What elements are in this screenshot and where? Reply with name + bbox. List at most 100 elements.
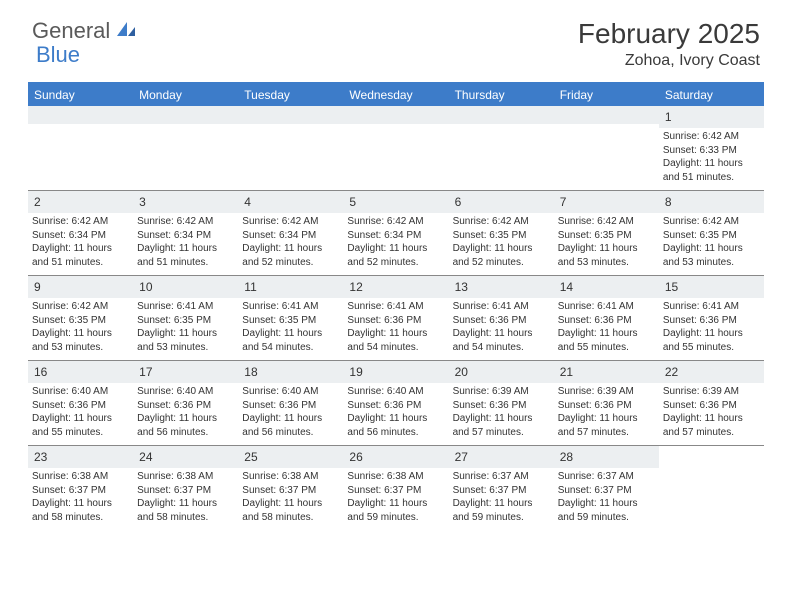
week-row: 16Sunrise: 6:40 AMSunset: 6:36 PMDayligh… — [28, 360, 764, 445]
day-number-bar: 10 — [133, 276, 238, 298]
day-cell: 7Sunrise: 6:42 AMSunset: 6:35 PMDaylight… — [554, 191, 659, 275]
day-cell: 24 Sunrise: 6:38 AMSunset: 6:37 PMDayligh… — [133, 446, 238, 530]
day-number: 2 — [34, 195, 41, 209]
day-number: 18 — [244, 365, 257, 379]
title-block: February 2025 Zohoa, Ivory Coast — [578, 18, 760, 70]
day-info: Sunrise: 6:38 AMSunset: 6:37 PMDaylight:… — [242, 470, 339, 524]
day-info: Sunrise: 6:37 AMSunset: 6:37 PMDaylight:… — [453, 470, 550, 524]
day-cell: 10Sunrise: 6:41 AMSunset: 6:35 PMDayligh… — [133, 276, 238, 360]
day-info: Sunrise: 6:41 AMSunset: 6:35 PMDaylight:… — [242, 300, 339, 354]
day-cell — [133, 106, 238, 190]
day-number-bar: 8 — [659, 191, 764, 213]
day-number: 23 — [34, 450, 47, 464]
day-cell: 17Sunrise: 6:40 AMSunset: 6:36 PMDayligh… — [133, 361, 238, 445]
day-number-bar: 20 — [449, 361, 554, 383]
day-info: Sunrise: 6:39 AMSunset: 6:36 PMDaylight:… — [558, 385, 655, 439]
day-cell: 25 Sunrise: 6:38 AMSunset: 6:37 PMDayligh… — [238, 446, 343, 530]
day-cell — [554, 106, 659, 190]
empty-day-bar — [133, 106, 238, 124]
day-number-bar: 27 — [449, 446, 554, 468]
day-cell: 16Sunrise: 6:40 AMSunset: 6:36 PMDayligh… — [28, 361, 133, 445]
day-number: 28 — [560, 450, 573, 464]
day-number: 16 — [34, 365, 47, 379]
month-title: February 2025 — [578, 18, 760, 50]
day-cell: 11 Sunrise: 6:41 AMSunset: 6:35 PMDayligh… — [238, 276, 343, 360]
logo-text-blue: Blue — [36, 42, 80, 68]
day-info: Sunrise: 6:42 AMSunset: 6:34 PMDaylight:… — [32, 215, 129, 269]
day-number: 3 — [139, 195, 146, 209]
day-number: 27 — [455, 450, 468, 464]
day-number: 1 — [665, 110, 672, 124]
day-number-bar: 5 — [343, 191, 448, 213]
day-cell: 4Sunrise: 6:42 AMSunset: 6:34 PMDaylight… — [238, 191, 343, 275]
day-cell — [238, 106, 343, 190]
day-number: 13 — [455, 280, 468, 294]
day-info: Sunrise: 6:41 AMSunset: 6:36 PMDaylight:… — [453, 300, 550, 354]
day-number: 11 — [244, 280, 256, 294]
day-cell: 20Sunrise: 6:39 AMSunset: 6:36 PMDayligh… — [449, 361, 554, 445]
day-number-bar: 12 — [343, 276, 448, 298]
day-number: 10 — [139, 280, 152, 294]
location-text: Zohoa, Ivory Coast — [578, 52, 760, 70]
day-number-bar: 13 — [449, 276, 554, 298]
weekday-header-cell: Thursday — [449, 84, 554, 106]
day-number-bar: 19 — [343, 361, 448, 383]
day-cell: 14Sunrise: 6:41 AMSunset: 6:36 PMDayligh… — [554, 276, 659, 360]
day-number-bar: 14 — [554, 276, 659, 298]
day-number: 24 — [139, 450, 152, 464]
day-cell: 21Sunrise: 6:39 AMSunset: 6:36 PMDayligh… — [554, 361, 659, 445]
day-number-bar: 26 — [343, 446, 448, 468]
day-number-bar: 21 — [554, 361, 659, 383]
logo-text-general: General — [32, 18, 110, 44]
empty-day-bar — [28, 106, 133, 124]
day-number: 7 — [560, 195, 567, 209]
day-cell: 8 Sunrise: 6:42 AMSunset: 6:35 PMDaylight… — [659, 191, 764, 275]
day-info: Sunrise: 6:42 AMSunset: 6:35 PMDaylight:… — [32, 300, 129, 354]
day-number-bar: 15 — [659, 276, 764, 298]
weekday-header-cell: Tuesday — [238, 84, 343, 106]
day-cell: 5Sunrise: 6:42 AMSunset: 6:34 PMDaylight… — [343, 191, 448, 275]
day-info: Sunrise: 6:39 AMSunset: 6:36 PMDaylight:… — [663, 385, 760, 439]
day-info: Sunrise: 6:41 AMSunset: 6:36 PMDaylight:… — [663, 300, 760, 354]
day-info: Sunrise: 6:42 AMSunset: 6:35 PMDaylight:… — [453, 215, 550, 269]
calendar: SundayMondayTuesdayWednesdayThursdayFrid… — [28, 82, 764, 530]
header: General Blue February 2025 Zohoa, Ivory … — [0, 0, 792, 78]
day-info: Sunrise: 6:39 AMSunset: 6:36 PMDaylight:… — [453, 385, 550, 439]
day-cell — [28, 106, 133, 190]
day-info: Sunrise: 6:38 AMSunset: 6:37 PMDaylight:… — [347, 470, 444, 524]
day-cell: 28 Sunrise: 6:37 AMSunset: 6:37 PMDayligh… — [554, 446, 659, 530]
day-number-bar: 11 — [238, 276, 343, 298]
weekday-header-cell: Monday — [133, 84, 238, 106]
day-number-bar: 25 — [238, 446, 343, 468]
day-cell — [449, 106, 554, 190]
day-info: Sunrise: 6:42 AMSunset: 6:35 PMDaylight:… — [663, 215, 760, 269]
day-info: Sunrise: 6:37 AMSunset: 6:37 PMDaylight:… — [558, 470, 655, 524]
day-cell: 12 Sunrise: 6:41 AMSunset: 6:36 PMDayligh… — [343, 276, 448, 360]
empty-day-bar — [343, 106, 448, 124]
day-number: 12 — [349, 280, 362, 294]
empty-day-bar — [449, 106, 554, 124]
day-info: Sunrise: 6:42 AMSunset: 6:34 PMDaylight:… — [137, 215, 234, 269]
day-number-bar: 2 — [28, 191, 133, 213]
day-number: 22 — [665, 365, 678, 379]
weekday-header-cell: Sunday — [28, 84, 133, 106]
day-number-bar: 4 — [238, 191, 343, 213]
day-cell: 22 Sunrise: 6:39 AMSunset: 6:36 PMDayligh… — [659, 361, 764, 445]
week-row: 9Sunrise: 6:42 AMSunset: 6:35 PMDaylight… — [28, 275, 764, 360]
day-number: 25 — [244, 450, 257, 464]
day-number-bar: 23 — [28, 446, 133, 468]
weekday-header-cell: Saturday — [659, 84, 764, 106]
week-row: 2 Sunrise: 6:42 AMSunset: 6:34 PMDaylight… — [28, 190, 764, 275]
day-cell: 13 Sunrise: 6:41 AMSunset: 6:36 PMDayligh… — [449, 276, 554, 360]
weekday-header-cell: Friday — [554, 84, 659, 106]
day-info: Sunrise: 6:38 AMSunset: 6:37 PMDaylight:… — [32, 470, 129, 524]
day-number-bar: 22 — [659, 361, 764, 383]
day-number-bar: 3 — [133, 191, 238, 213]
empty-day-bar — [554, 106, 659, 124]
day-cell — [343, 106, 448, 190]
day-cell: 19Sunrise: 6:40 AMSunset: 6:36 PMDayligh… — [343, 361, 448, 445]
day-info: Sunrise: 6:41 AMSunset: 6:36 PMDaylight:… — [347, 300, 444, 354]
day-number: 8 — [665, 195, 672, 209]
day-number: 14 — [560, 280, 573, 294]
day-info: Sunrise: 6:38 AMSunset: 6:37 PMDaylight:… — [137, 470, 234, 524]
